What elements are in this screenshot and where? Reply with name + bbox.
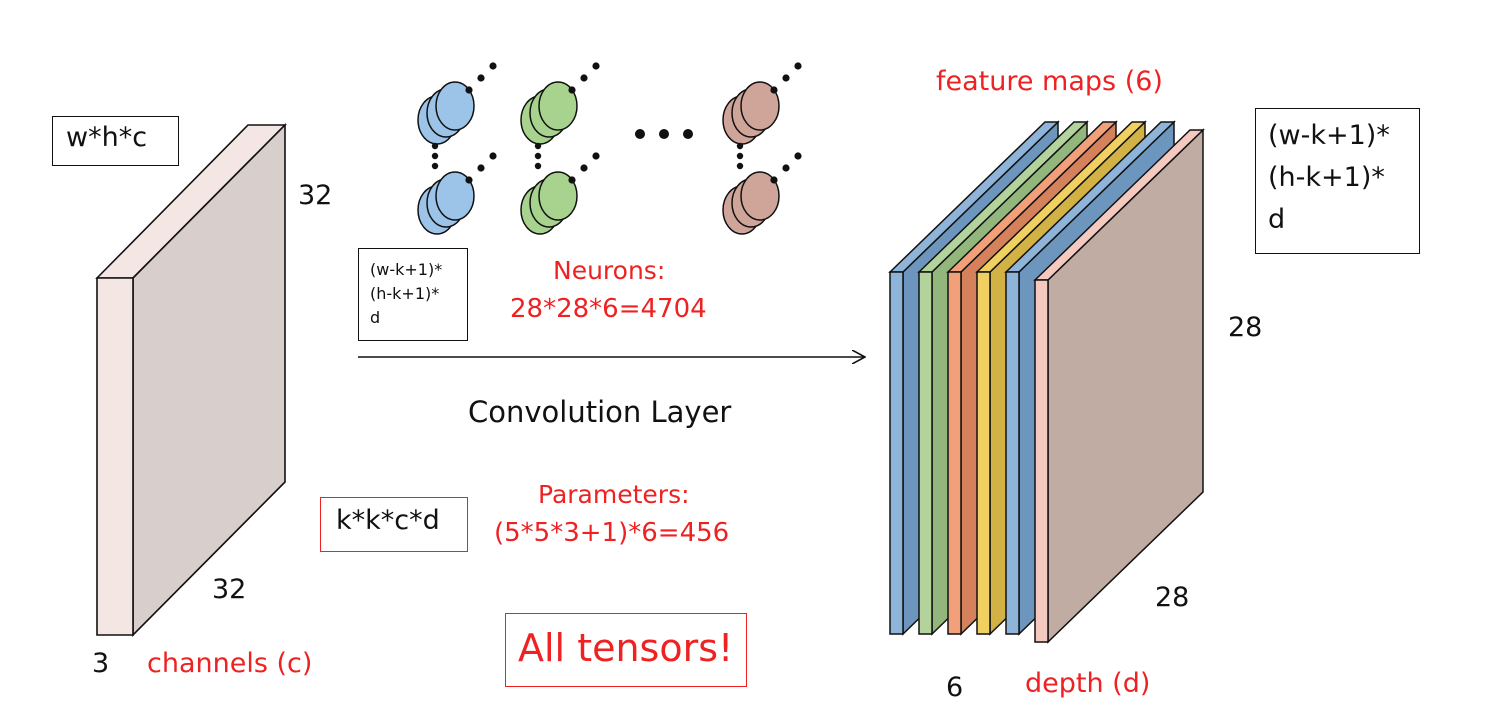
input-formula-box [52, 116, 179, 166]
ellipsis-dot [635, 129, 645, 139]
feature-map-layer [1033, 128, 1205, 644]
neuron-dot [534, 162, 542, 170]
neuron-count-formula-line-2: (h-k+1)* [370, 284, 440, 303]
neuron-dot [794, 152, 802, 160]
neuron-dot [489, 62, 497, 70]
neuron-dot [534, 152, 542, 160]
neuron [538, 171, 578, 221]
neuron [740, 171, 780, 221]
neuron-dot [736, 162, 744, 170]
neuron-dot [736, 142, 744, 150]
feature-maps-title: feature maps (6) [936, 66, 1163, 97]
neuron-stack [722, 62, 802, 145]
neuron-stack [520, 152, 600, 235]
input-front-face [96, 277, 134, 636]
neuron-dot [736, 152, 744, 160]
neuron-dot [431, 152, 439, 160]
input-formula-text: w*h*c [66, 122, 148, 153]
parameters-formula-box [320, 497, 468, 552]
feature-maps-depth-value: 6 [946, 672, 964, 703]
arrow-label: Convolution Layer [468, 395, 732, 429]
feature-maps-depth-label: depth (d) [1025, 668, 1151, 699]
neuron-dot [477, 74, 485, 82]
neuron-stack [520, 62, 600, 145]
neuron [740, 81, 780, 131]
parameters-formula: (5*5*3+1)*6=456 [494, 518, 730, 548]
feature-map-front [947, 271, 962, 635]
feature-map-front [918, 271, 933, 635]
neuron-dot [489, 152, 497, 160]
neuron-dot [477, 164, 485, 172]
input-side-face [132, 123, 286, 637]
neuron [435, 81, 475, 131]
neurons-title: Neurons: [553, 256, 666, 285]
neuron-stack [722, 152, 802, 235]
feature-map-front [1005, 271, 1020, 635]
neuron-dot [568, 176, 576, 184]
neuron-stack [417, 62, 497, 145]
neuron-dot [568, 86, 576, 94]
input-height-label: 32 [298, 180, 333, 211]
neurons-illustration [417, 62, 802, 235]
neuron-dot [580, 164, 588, 172]
neuron-dot [770, 86, 778, 94]
ellipsis-dot [659, 129, 669, 139]
neuron-dot [794, 62, 802, 70]
feature-map-front [889, 271, 904, 635]
feature-map-front [976, 271, 991, 635]
neuron-dot [770, 176, 778, 184]
neuron-count-formula-line-1: (w-k+1)* [370, 260, 443, 279]
neuron-dot [592, 152, 600, 160]
neurons-formula: 28*28*6=4704 [510, 294, 707, 324]
neuron-count-formula-line-3: d [370, 308, 381, 327]
feature-maps-width-label: 28 [1155, 582, 1190, 613]
neuron-dot [782, 74, 790, 82]
neuron-dot [465, 86, 473, 94]
output-formula-line-1: (w-k+1)* [1268, 120, 1390, 151]
neuron-dot [782, 164, 790, 172]
feature-maps-height-label: 28 [1228, 312, 1263, 343]
input-channels-value: 3 [92, 648, 110, 679]
all-tensors-box [505, 613, 747, 687]
neuron [435, 171, 475, 221]
neuron-dot [465, 176, 473, 184]
parameters-title: Parameters: [538, 480, 690, 509]
neuron-count-formula-box [358, 248, 468, 341]
neuron-dot [431, 142, 439, 150]
feature-maps-volume [888, 120, 1205, 644]
output-formula-box [1255, 108, 1420, 254]
neuron-dot [580, 74, 588, 82]
ellipsis-dot [683, 129, 693, 139]
neuron [538, 81, 578, 131]
feature-map-front [1034, 279, 1049, 643]
parameters-formula-box-text: k*k*c*d [336, 505, 440, 536]
input-channels-label: channels (c) [147, 648, 313, 679]
neuron-dot [431, 162, 439, 170]
all-tensors-text: All tensors! [518, 626, 734, 670]
neuron-stack [417, 152, 497, 235]
output-formula-line-3: d [1268, 204, 1286, 235]
input-width-label: 32 [212, 574, 247, 605]
input-volume [95, 123, 287, 637]
neuron-dot [592, 62, 600, 70]
neuron-dot [534, 142, 542, 150]
output-formula-line-2: (h-k+1)* [1268, 162, 1385, 193]
